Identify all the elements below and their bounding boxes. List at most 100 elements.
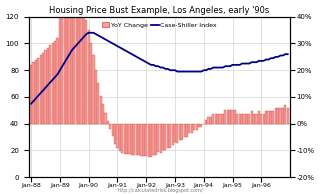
Bar (157, 124, 159, 152)
Bar (227, 110, 229, 124)
Legend: YoY Change, Case-Shiller Index: YoY Change, Case-Shiller Index (99, 20, 220, 30)
Bar (246, 114, 248, 124)
Bar (167, 124, 169, 148)
Bar (37, 58, 39, 124)
Bar (234, 110, 236, 124)
Bar (85, 20, 87, 124)
Bar (88, 30, 90, 124)
Bar (104, 113, 107, 124)
Bar (52, 43, 54, 124)
Bar (200, 124, 203, 127)
Bar (33, 62, 35, 124)
Bar (174, 124, 176, 142)
Text: http://calculatedrisk.blogspot.com/: http://calculatedrisk.blogspot.com/ (117, 188, 203, 193)
Bar (114, 124, 116, 144)
Bar (275, 108, 277, 124)
Bar (272, 111, 274, 124)
Bar (212, 113, 214, 124)
Bar (282, 108, 284, 124)
Bar (229, 110, 231, 124)
Bar (61, 2, 63, 124)
Bar (136, 124, 138, 155)
Bar (126, 124, 128, 154)
Bar (152, 124, 155, 155)
Bar (107, 121, 109, 124)
Bar (263, 114, 265, 124)
Bar (138, 124, 140, 155)
Bar (150, 124, 152, 157)
Bar (68, 1, 71, 124)
Bar (66, 1, 68, 124)
Bar (207, 117, 210, 124)
Bar (287, 108, 289, 124)
Bar (248, 114, 250, 124)
Bar (133, 124, 135, 155)
Bar (100, 96, 102, 124)
Bar (140, 124, 142, 156)
Bar (236, 114, 238, 124)
Bar (179, 124, 181, 140)
Bar (83, 17, 85, 124)
Bar (44, 50, 47, 124)
Bar (191, 124, 193, 133)
Bar (224, 110, 227, 124)
Bar (193, 124, 195, 130)
Bar (188, 124, 190, 133)
Title: Housing Price Bust Example, Los Angeles, early '90s: Housing Price Bust Example, Los Angeles,… (49, 6, 269, 15)
Bar (49, 45, 52, 124)
Bar (186, 124, 188, 137)
Bar (121, 124, 123, 153)
Bar (73, 4, 76, 124)
Bar (251, 111, 253, 124)
Bar (198, 124, 200, 127)
Bar (124, 124, 126, 154)
Bar (78, 11, 80, 124)
Bar (56, 38, 59, 124)
Bar (162, 124, 164, 150)
Bar (169, 124, 171, 148)
Bar (128, 124, 131, 154)
Bar (54, 41, 56, 124)
Bar (40, 55, 42, 124)
Bar (145, 124, 147, 156)
Bar (260, 114, 262, 124)
Bar (279, 108, 282, 124)
Bar (172, 124, 174, 145)
Bar (143, 124, 145, 156)
Bar (253, 114, 255, 124)
Bar (30, 65, 32, 124)
Bar (181, 124, 183, 140)
Bar (284, 105, 286, 124)
Bar (155, 124, 157, 155)
Bar (148, 124, 150, 157)
Bar (164, 124, 166, 151)
Bar (97, 83, 100, 124)
Bar (220, 113, 222, 124)
Bar (231, 110, 234, 124)
Bar (255, 114, 258, 124)
Bar (239, 114, 241, 124)
Bar (241, 114, 243, 124)
Bar (183, 124, 186, 137)
Bar (71, 0, 73, 124)
Bar (119, 124, 121, 151)
Bar (95, 70, 97, 124)
Bar (215, 113, 217, 124)
Bar (196, 124, 198, 130)
Bar (270, 111, 272, 124)
Bar (222, 113, 224, 124)
Bar (102, 104, 104, 124)
Bar (277, 108, 279, 124)
Bar (205, 120, 207, 124)
Bar (160, 124, 162, 153)
Bar (210, 117, 212, 124)
Bar (217, 113, 219, 124)
Bar (42, 53, 44, 124)
Bar (47, 48, 49, 124)
Bar (258, 111, 260, 124)
Bar (176, 124, 179, 143)
Bar (109, 124, 111, 129)
Bar (244, 114, 246, 124)
Bar (76, 7, 78, 124)
Bar (80, 14, 83, 124)
